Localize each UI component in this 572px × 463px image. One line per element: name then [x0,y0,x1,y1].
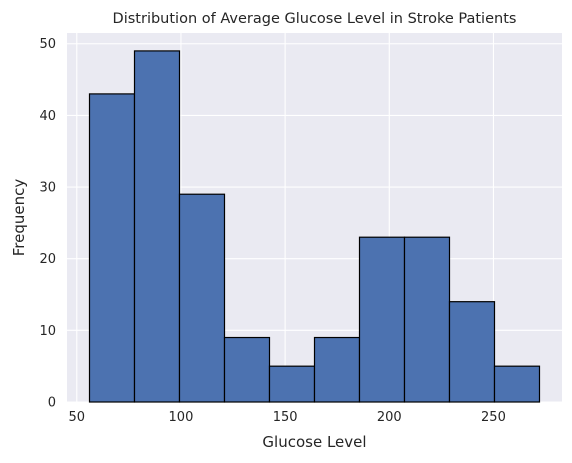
bars [88,50,541,403]
x-tick-label: 150 [273,410,298,425]
y-tick-label: 30 [39,181,56,196]
y-tick-label: 50 [39,37,56,52]
tick-labels: 50 100 150 200 250 0 10 20 30 40 50 [39,37,505,425]
x-axis-label: Glucose Level [262,433,366,451]
y-axis-label: Frequency [10,179,28,257]
histogram-bar [268,365,316,403]
histogram-bar [358,236,406,403]
x-tick-label: 50 [69,410,86,425]
histogram-bar [403,236,451,403]
x-tick-label: 200 [377,410,402,425]
x-tick-label: 100 [169,410,194,425]
x-tick-label: 250 [481,410,506,425]
y-tick-label: 10 [39,324,56,339]
y-tick-label: 40 [39,109,56,124]
y-tick-label: 0 [48,396,56,411]
histogram-bar [88,93,136,403]
chart-title: Distribution of Average Glucose Level in… [113,11,517,27]
histogram-bar [178,193,226,403]
y-tick-label: 20 [39,252,56,267]
histogram-bar [223,336,271,403]
histogram-bar [493,365,541,403]
histogram-bar [448,301,496,403]
histogram-bar [133,50,181,403]
histogram-bar [313,336,361,403]
